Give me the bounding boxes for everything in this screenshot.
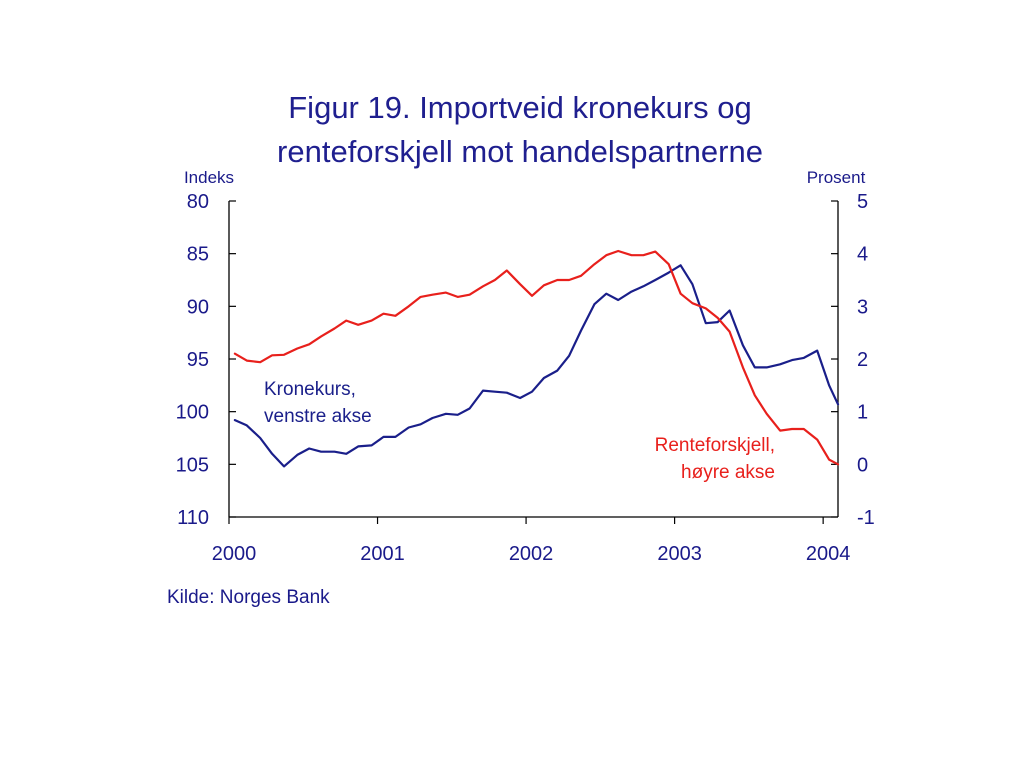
y-right-tick-label: 3	[857, 296, 868, 318]
y-right-tick-label: 4	[857, 244, 868, 266]
x-tick-label: 2004	[806, 543, 851, 565]
y-right-axis-label: Prosent	[807, 168, 866, 187]
chart-labels: Kronekurs, venstre akse Renteforskjell, høy…	[264, 379, 775, 483]
series-label-kronekurs-line-1: Kronekurs,	[264, 379, 356, 400]
x-tick-label: 2000	[212, 543, 257, 565]
y-right-tick-label: 0	[857, 454, 868, 476]
y-right-tick-label: 1	[857, 402, 868, 424]
chart-title: Figur 19. Importveid kronekurs og rentef…	[0, 86, 1024, 174]
y-left-tick-label: 100	[176, 402, 209, 424]
y-left-tick-label: 105	[176, 454, 209, 476]
y-left-tick-label: 80	[187, 191, 209, 213]
x-tick-label: 2001	[360, 543, 405, 565]
series-label-renteforskjell-line-2: høyre akse	[681, 462, 775, 483]
chart-axes: 80 85 90 95 100 105 110 5 4 3 2 1 0 -1 2000 2001 2002 200…	[176, 168, 875, 565]
x-tick-label: 2002	[509, 543, 554, 565]
y-right-tick-label: 2	[857, 349, 868, 371]
series-line-kronekurs	[233, 264, 840, 468]
chart-title-line-1: Figur 19. Importveid kronekurs og	[288, 90, 752, 125]
series-label-kronekurs-line-2: venstre akse	[264, 406, 372, 427]
chart-title-line-2: renteforskjell mot handelspartnerne	[277, 134, 763, 169]
y-left-tick-label: 95	[187, 349, 209, 371]
y-left-axis-label: Indeks	[184, 168, 234, 187]
y-left-tick-label: 85	[187, 244, 209, 266]
x-tick-label: 2003	[657, 543, 702, 565]
y-right-tick-label: 5	[857, 191, 868, 213]
chart-series	[233, 249, 840, 468]
y-left-tick-label: 110	[177, 507, 209, 529]
y-left-tick-label: 90	[187, 296, 209, 318]
series-line-renteforskjell	[233, 249, 840, 466]
y-right-tick-label: -1	[857, 507, 875, 529]
source-note: Kilde: Norges Bank	[167, 587, 330, 608]
series-label-renteforskjell-line-1: Renteforskjell,	[655, 435, 775, 456]
